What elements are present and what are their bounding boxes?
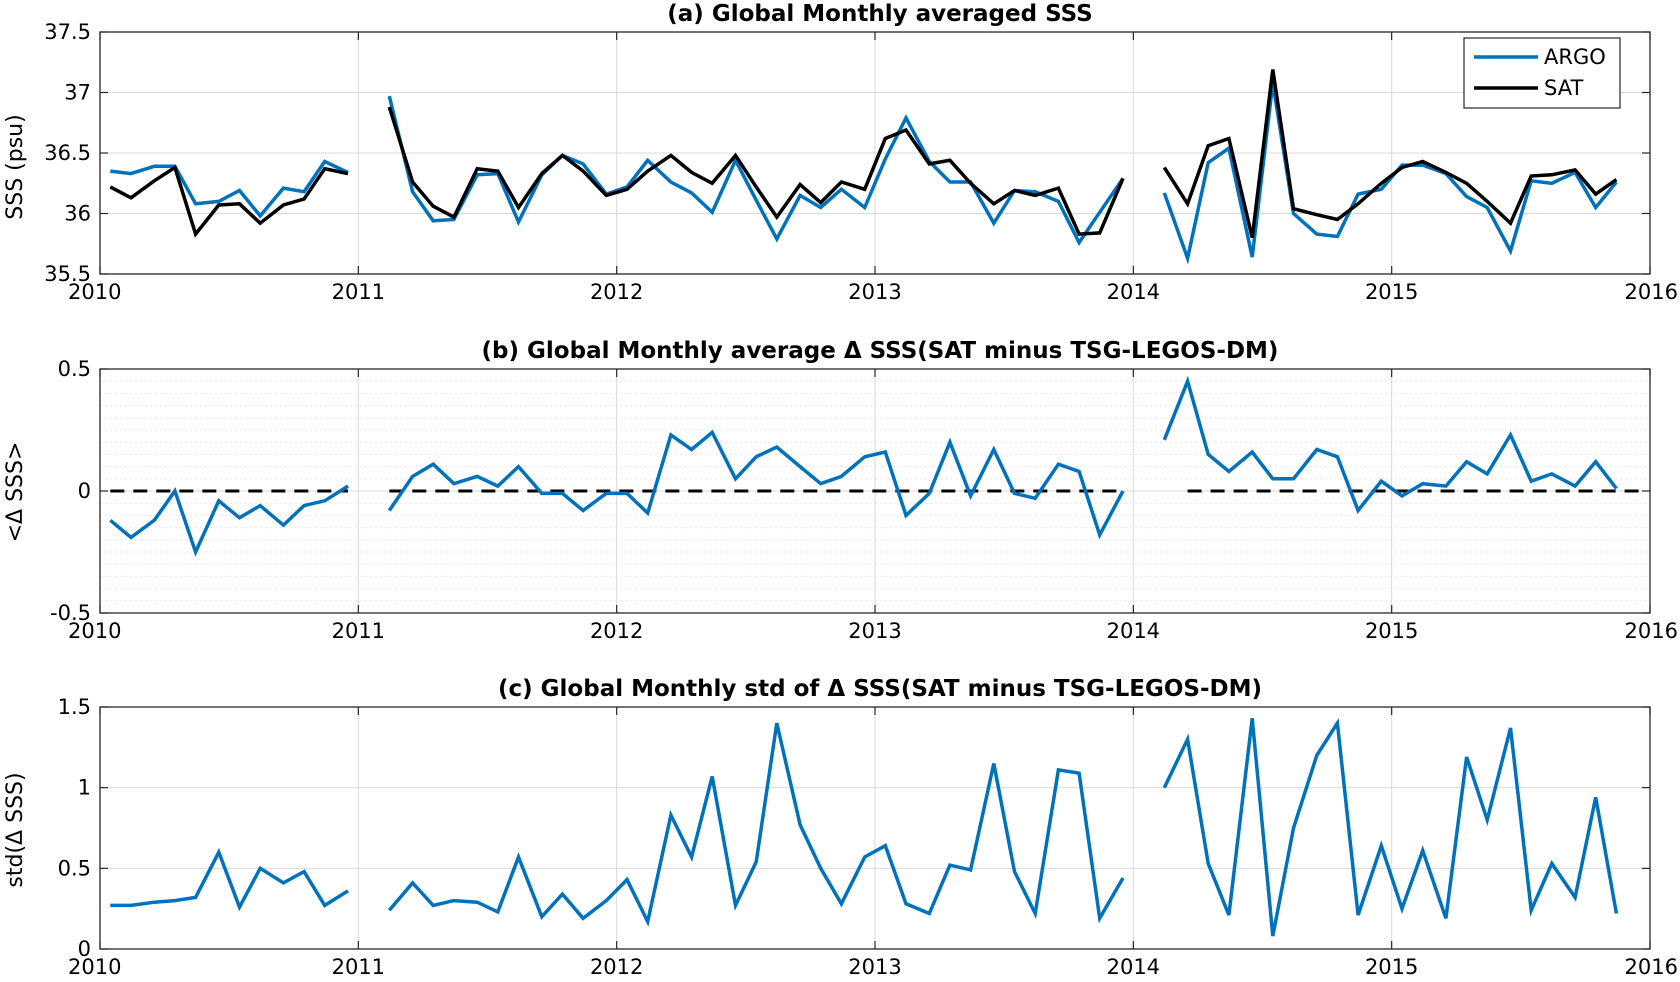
panel-c-ytick-label: 0.5	[58, 856, 91, 880]
panel-b-xtick-label: 2012	[590, 619, 643, 643]
panel-c-series	[110, 717, 1619, 937]
panel-c-ytick-label: 1	[78, 776, 91, 800]
panel-a-ytick-label: 37	[64, 81, 91, 105]
panel-b-xtick-label: 2015	[1365, 619, 1418, 643]
legend-sat-label: SAT	[1544, 76, 1583, 100]
panel-a-title: (a) Global Monthly averaged SSS	[667, 1, 1092, 27]
panel-a-series	[109, 69, 1618, 265]
panel-c-xtick-label: 2010	[68, 955, 121, 979]
panel-a-xtick-label: 2016	[1625, 280, 1678, 304]
panel-c-xtick-label: 2012	[590, 955, 643, 979]
panel-c-ytick-label: 1.5	[58, 695, 91, 719]
panel-c-series-line-delta-sss	[110, 717, 1619, 937]
panel-b-xtick-label: 2011	[332, 619, 385, 643]
panel-b-xtick-label: 2016	[1625, 619, 1678, 643]
panel-c-xtick-label: 2013	[848, 955, 901, 979]
panel-c-grid	[99, 706, 1651, 950]
panel-b-xtick-label: 2013	[848, 619, 901, 643]
panel-b-yticks: -0.5 0 0.5	[50, 357, 1650, 625]
panel-c-ylabel: std(Δ SSS)	[3, 772, 28, 887]
panel-b-ylabel: <Δ SSS>	[3, 442, 28, 543]
panel-c-xtick-label: 2014	[1107, 955, 1160, 979]
panel-c-xtick-label: 2011	[332, 955, 385, 979]
panel-a-xticks: 2010 2011 2012 2013 2014 2015 2016	[68, 32, 1678, 304]
panel-c-title: (c) Global Monthly std of Δ SSS(SAT minu…	[498, 676, 1262, 702]
panel-a-xtick-label: 2010	[68, 280, 121, 304]
panel-c-ytick-label: 0	[78, 937, 91, 961]
legend-box	[1463, 37, 1621, 109]
panel-c-yticks: 0 0.5 1 1.5	[58, 695, 1650, 961]
panel-b-ytick-label: -0.5	[50, 601, 91, 625]
panel-a-grid	[99, 31, 1651, 275]
panel-c-xtick-label: 2016	[1625, 955, 1678, 979]
legend: ARGO SAT	[1463, 37, 1621, 109]
panel-c-xticks: 2010 2011 2012 2013 2014 2015 2016	[68, 707, 1678, 979]
panel-a-xtick-label: 2015	[1365, 280, 1418, 304]
panel-a-yticks: 35.5 36 36.5 37 37.5	[44, 20, 1650, 286]
panel-a-ytick-label: 35.5	[44, 262, 91, 286]
panel-a-xtick-label: 2014	[1107, 280, 1160, 304]
legend-argo-label: ARGO	[1544, 45, 1606, 69]
panel-a-xtick-label: 2013	[848, 280, 901, 304]
panel-b-series-line-delta-sss	[109, 375, 1618, 557]
panel-b-ytick-label: 0	[78, 479, 91, 503]
panel-a-series-line-sat	[109, 69, 1618, 239]
panel-c: (c) Global Monthly std of Δ SSS(SAT minu…	[3, 676, 1678, 979]
panel-a-ytick-label: 36.5	[44, 141, 91, 165]
panel-b-xticks: 2010 2011 2012 2013 2014 2015 2016	[68, 369, 1678, 643]
panel-a-ylabel: SSS (psu)	[3, 114, 28, 219]
panel-a: (a) Global Monthly averaged SSS SSS (psu…	[3, 1, 1678, 304]
panel-b: (b) Global Monthly average Δ SSS(SAT min…	[3, 338, 1678, 643]
panel-a-ytick-label: 37.5	[44, 20, 91, 44]
panel-c-xtick-label: 2015	[1365, 955, 1418, 979]
panel-a-ytick-label: 36	[64, 202, 91, 226]
panel-a-xtick-label: 2012	[590, 280, 643, 304]
panel-b-title: (b) Global Monthly average Δ SSS(SAT min…	[482, 338, 1279, 364]
panel-b-xtick-label: 2010	[68, 619, 121, 643]
panel-b-series	[109, 375, 1618, 557]
panel-b-xtick-label: 2014	[1107, 619, 1160, 643]
panel-a-xtick-label: 2011	[332, 280, 385, 304]
panel-b-ytick-label: 0.5	[58, 357, 91, 381]
